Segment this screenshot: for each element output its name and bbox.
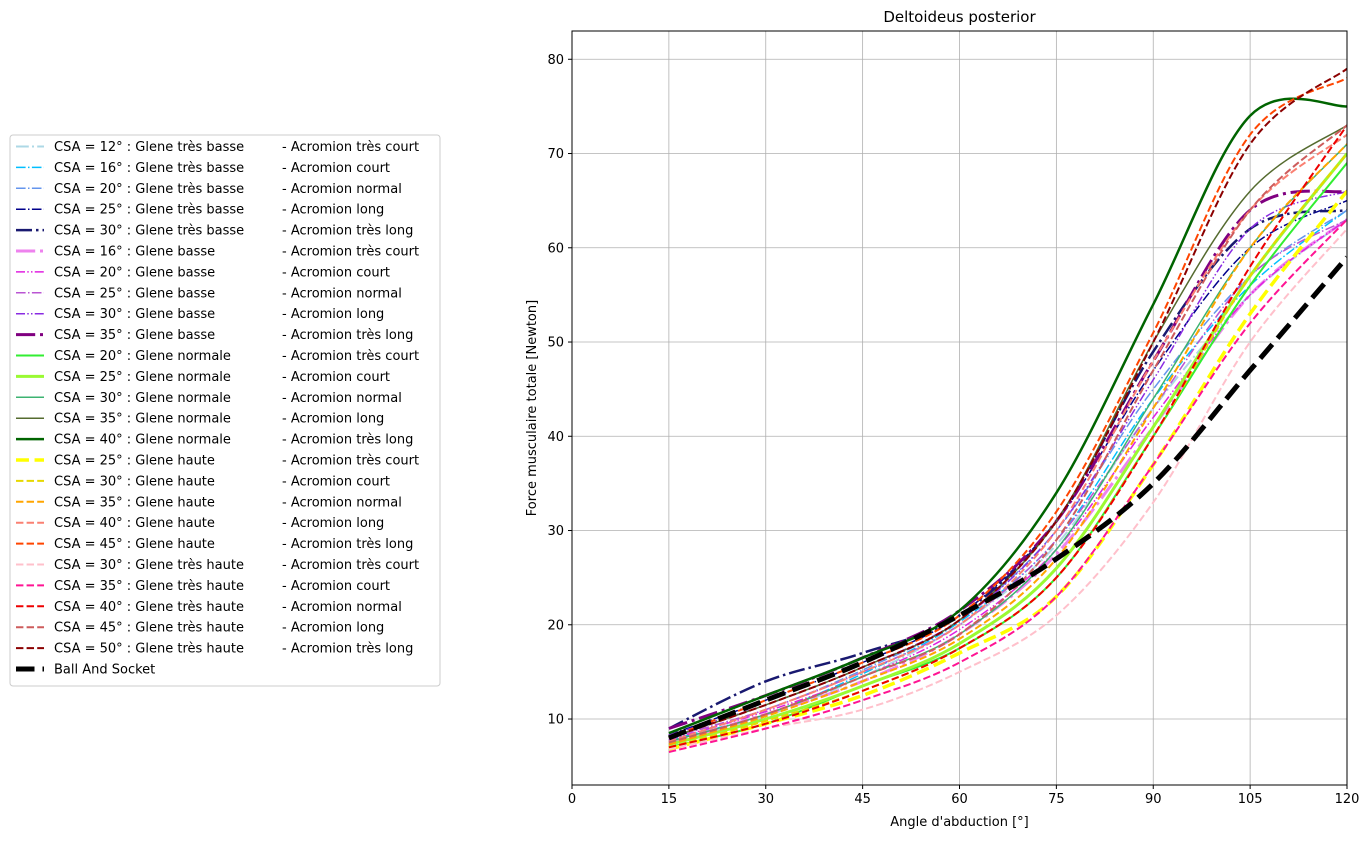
legend-label-acromion: - Acromion long — [282, 203, 384, 218]
legend-label-acromion: - Acromion très court — [282, 454, 419, 469]
legend-label-acromion: - Acromion normal — [282, 391, 402, 406]
y-axis: 10 20 30 40 50 60 70 80 — [547, 53, 572, 728]
legend-label: CSA = 35° : Glene haute — [54, 495, 215, 510]
legend-label: CSA = 45° : Glene haute — [54, 537, 215, 552]
series-line-20 — [668, 77, 1347, 739]
legend-label: CSA = 40° : Glene normale — [54, 433, 231, 448]
legend-label-acromion: - Acromion long — [282, 307, 384, 322]
legend-label: CSA = 12° : Glene très basse — [54, 140, 244, 155]
legend-label-acromion: - Acromion long — [282, 412, 384, 427]
y-tick-label: 30 — [547, 524, 564, 539]
series-line-9 — [668, 190, 1347, 736]
legend-label-acromion: - Acromion très long — [282, 537, 413, 552]
y-tick-label: 20 — [547, 618, 564, 633]
legend-label-acromion: - Acromion long — [282, 516, 384, 531]
legend-label-acromion: - Acromion très court — [282, 245, 419, 260]
y-axis-label: Force musculaire totale [Newton] — [525, 300, 540, 516]
x-axis: 0 15 30 45 60 75 90 105 120 — [568, 785, 1360, 807]
legend-label-acromion: - Acromion très long — [282, 224, 413, 239]
legend-label: CSA = 25° : Glene normale — [54, 370, 231, 385]
series-line-2 — [668, 209, 1347, 741]
x-tick-label: 105 — [1238, 792, 1263, 807]
legend-label: CSA = 40° : Glene très haute — [54, 600, 244, 615]
y-tick-label: 40 — [547, 430, 564, 445]
x-tick-label: 60 — [951, 792, 968, 807]
legend-label-acromion: - Acromion normal — [282, 495, 402, 510]
legend-label-acromion: - Acromion très court — [282, 558, 419, 573]
x-axis-label: Angle d'abduction [°] — [890, 815, 1029, 830]
x-tick-label: 15 — [661, 792, 678, 807]
legend-label-acromion: - Acromion très long — [282, 433, 413, 448]
legend-label: CSA = 25° : Glene basse — [54, 286, 215, 301]
y-tick-label: 10 — [547, 713, 564, 728]
series-group — [667, 67, 1347, 753]
x-tick-label: 30 — [757, 792, 774, 807]
x-tick-label: 120 — [1335, 792, 1360, 807]
legend-label-acromion: - Acromion court — [282, 265, 390, 280]
legend-label: CSA = 35° : Glene basse — [54, 328, 215, 343]
legend: CSA = 12° : Glene très basse - Acromion t… — [9, 134, 441, 687]
legend-label: CSA = 30° : Glene très haute — [54, 558, 244, 573]
plot-area — [667, 67, 1347, 753]
legend-label: CSA = 30° : Glene basse — [54, 307, 215, 322]
series-line-25 — [668, 67, 1347, 739]
legend-label: CSA = 25° : Glene haute — [54, 454, 215, 469]
series-line-7 — [668, 218, 1347, 741]
x-tick-label: 90 — [1145, 792, 1162, 807]
legend-label-acromion: - Acromion très long — [282, 642, 413, 657]
series-line-15 — [668, 97, 1347, 735]
legend-label: CSA = 30° : Glene très basse — [54, 224, 244, 239]
legend-label: CSA = 20° : Glene normale — [54, 349, 231, 364]
legend-label: CSA = 40° : Glene haute — [54, 516, 215, 531]
legend-label-acromion: - Acromion très long — [282, 328, 413, 343]
legend-label-acromion: - Acromion normal — [282, 600, 402, 615]
legend-label: Ball And Socket — [54, 663, 155, 678]
legend-label: CSA = 16° : Glene très basse — [54, 161, 244, 176]
series-line-22 — [668, 218, 1347, 753]
y-tick-label: 60 — [547, 241, 564, 256]
legend-label: CSA = 50° : Glene très haute — [54, 642, 244, 657]
chart-title: Deltoideus posterior — [883, 8, 1036, 26]
legend-label-acromion: - Acromion normal — [282, 182, 402, 197]
x-tick-label: 75 — [1048, 792, 1065, 807]
x-tick-label: 0 — [568, 792, 576, 807]
legend-label-acromion: - Acromion très court — [282, 140, 419, 155]
legend-box — [9, 134, 441, 687]
series-line-10 — [668, 189, 1347, 730]
series-line-18 — [668, 143, 1347, 746]
y-tick-label: 50 — [547, 336, 564, 351]
series-line-21 — [668, 228, 1347, 751]
legend-label: CSA = 35° : Glene très haute — [54, 579, 244, 594]
legend-label: CSA = 25° : Glene très basse — [54, 203, 244, 218]
legend-label-acromion: - Acromion court — [282, 474, 390, 489]
y-tick-label: 80 — [547, 53, 564, 68]
legend-label-acromion: - Acromion très court — [282, 349, 419, 364]
series-line-23 — [668, 124, 1347, 749]
series-line-3 — [668, 209, 1347, 739]
series-line-26 — [667, 255, 1347, 741]
legend-label: CSA = 30° : Glene haute — [54, 474, 215, 489]
legend-label-acromion: - Acromion court — [282, 579, 390, 594]
legend-label-acromion: - Acromion normal — [282, 286, 402, 301]
legend-label: CSA = 20° : Glene très basse — [54, 182, 244, 197]
legend-label: CSA = 20° : Glene basse — [54, 265, 215, 280]
x-tick-label: 45 — [854, 792, 871, 807]
legend-label: CSA = 30° : Glene normale — [54, 391, 231, 406]
series-line-24 — [668, 124, 1347, 744]
y-tick-label: 70 — [547, 147, 564, 162]
legend-label: CSA = 45° : Glene très haute — [54, 621, 244, 636]
legend-label-acromion: - Acromion court — [282, 161, 390, 176]
legend-label-acromion: - Acromion court — [282, 370, 390, 385]
legend-label-acromion: - Acromion long — [282, 621, 384, 636]
legend-label: CSA = 16° : Glene basse — [54, 245, 215, 260]
legend-label: CSA = 35° : Glene normale — [54, 412, 231, 427]
